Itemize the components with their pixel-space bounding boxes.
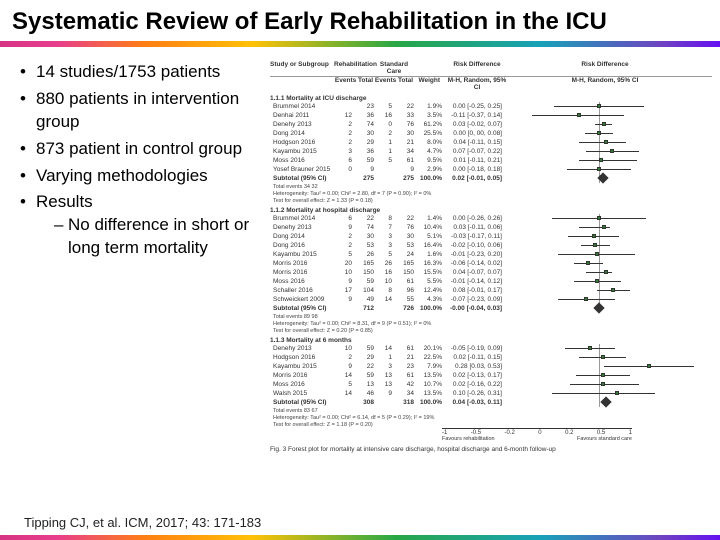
- forest-row: Denehy 201397477610.4%0.03 [-0.11, 0.06]: [270, 223, 712, 232]
- forest-row: Hodgson 201622912122.5%0.02 [-0.11, 0.15…: [270, 353, 712, 362]
- forest-row: Dong 20142303305.1%-0.03 [-0.17, 0.11]: [270, 232, 712, 241]
- forest-group-title: 1.1.1 Mortality at ICU discharge: [270, 95, 712, 102]
- forest-row: Brummel 20146228221.4%0.00 [-0.26, 0.26]: [270, 214, 712, 223]
- bullet-item: 14 studies/1753 patients: [20, 61, 262, 84]
- bullet-item: 873 patient in control group: [20, 138, 262, 161]
- forest-row: Brummel 2014235221.9%0.00 [-0.25, 0.25]: [270, 102, 712, 111]
- forest-row: Moss 201695910615.5%-0.01 [-0.14, 0.12]: [270, 277, 712, 286]
- forest-row: Schaller 20161710489612.4%0.08 [-0.01, 0…: [270, 286, 712, 295]
- forest-row: Yosef Brauner 20150992.9%0.00 [-0.18, 0.…: [270, 165, 712, 174]
- forest-row: Kayambu 20153361344.7%0.07 [-0.07, 0.22]: [270, 147, 712, 156]
- forest-row: Moss 2016513134210.7%0.02 [-0.16, 0.22]: [270, 380, 712, 389]
- bullet-item: Varying methodologies: [20, 165, 262, 188]
- citation: Tipping CJ, et al. ICM, 2017; 43: 171-18…: [24, 515, 261, 530]
- sub-bullet: No difference in short or long term mort…: [54, 214, 262, 260]
- forest-row: Denhai 2011123616333.5%-0.11 [-0.37, 0.1…: [270, 111, 712, 120]
- forest-row: Walsh 2015144693413.5%0.10 [-0.26, 0.31]: [270, 389, 712, 398]
- forest-row: Morris 2016201652616516.3%-0.06 [-0.14, …: [270, 259, 712, 268]
- forest-row: Kayambu 20155265241.6%-0.01 [-0.23, 0.20…: [270, 250, 712, 259]
- forest-row: Schweickert 200994914554.3%-0.07 [-0.23,…: [270, 295, 712, 304]
- forest-row: Denehy 20131059146120.1%-0.05 [-0.19, 0.…: [270, 344, 712, 353]
- footer-divider: [0, 535, 720, 540]
- forest-row: Kayambu 20159223237.9%0.28 [0.03, 0.53]: [270, 362, 712, 371]
- forest-row: Dong 201625335316.4%-0.02 [-0.10, 0.06]: [270, 241, 712, 250]
- forest-group-title: 1.1.3 Mortality at 6 months: [270, 337, 712, 344]
- bullet-list: 14 studies/1753 patients 880 patients in …: [20, 61, 270, 453]
- forest-plot: Study or SubgroupRehabilitationStandard …: [270, 61, 712, 453]
- forest-row: Denehy 201327407661.2%0.03 [-0.02, 0.07]: [270, 120, 712, 129]
- forest-row: Morris 2016101501615015.5%0.04 [-0.07, 0…: [270, 268, 712, 277]
- bullet-item: 880 patients in intervention group: [20, 88, 262, 134]
- page-title: Systematic Review of Early Rehabilitatio…: [12, 8, 708, 37]
- forest-row: Morris 20161459136113.5%0.02 [-0.13, 0.1…: [270, 371, 712, 380]
- forest-row: Dong 201423023025.5%0.00 [0, 00, 0.08]: [270, 129, 712, 138]
- figure-caption: Fig. 3 Forest plot for mortality at inte…: [270, 446, 712, 453]
- forest-group-title: 1.1.2 Mortality at hospital discharge: [270, 207, 712, 214]
- forest-row: Hodgson 20162291218.0%0.04 [-0.11, 0.15]: [270, 138, 712, 147]
- bullet-item: ResultsNo difference in short or long te…: [20, 191, 262, 260]
- forest-row: Moss 20166595619.5%0.01 [-0.11, 0.21]: [270, 156, 712, 165]
